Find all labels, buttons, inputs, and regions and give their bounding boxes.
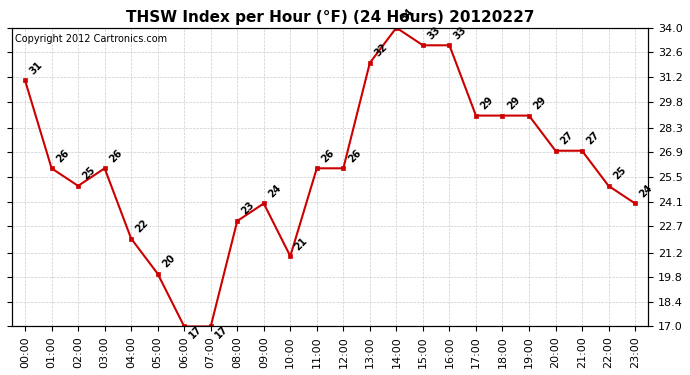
Text: 31: 31 (28, 60, 44, 76)
Text: 17: 17 (213, 324, 230, 340)
Text: 24: 24 (266, 183, 283, 199)
Text: 29: 29 (505, 95, 522, 111)
Text: 33: 33 (426, 24, 442, 41)
Text: 29: 29 (532, 95, 549, 111)
Text: 21: 21 (293, 236, 310, 252)
Text: 17: 17 (187, 324, 204, 340)
Text: 33: 33 (452, 24, 469, 41)
Text: 26: 26 (346, 147, 363, 164)
Text: Copyright 2012 Cartronics.com: Copyright 2012 Cartronics.com (15, 34, 167, 44)
Text: 26: 26 (319, 147, 336, 164)
Text: 23: 23 (240, 200, 257, 217)
Text: 29: 29 (479, 95, 495, 111)
Text: 27: 27 (585, 130, 602, 147)
Text: 22: 22 (134, 218, 150, 234)
Text: 25: 25 (81, 165, 97, 182)
Text: 25: 25 (611, 165, 628, 182)
Text: 34: 34 (399, 7, 416, 24)
Text: 26: 26 (108, 147, 124, 164)
Text: 20: 20 (161, 253, 177, 270)
Text: 24: 24 (638, 183, 655, 199)
Text: 32: 32 (373, 42, 389, 59)
Title: THSW Index per Hour (°F) (24 Hours) 20120227: THSW Index per Hour (°F) (24 Hours) 2012… (126, 10, 534, 25)
Text: 27: 27 (558, 130, 575, 147)
Text: 26: 26 (55, 147, 71, 164)
